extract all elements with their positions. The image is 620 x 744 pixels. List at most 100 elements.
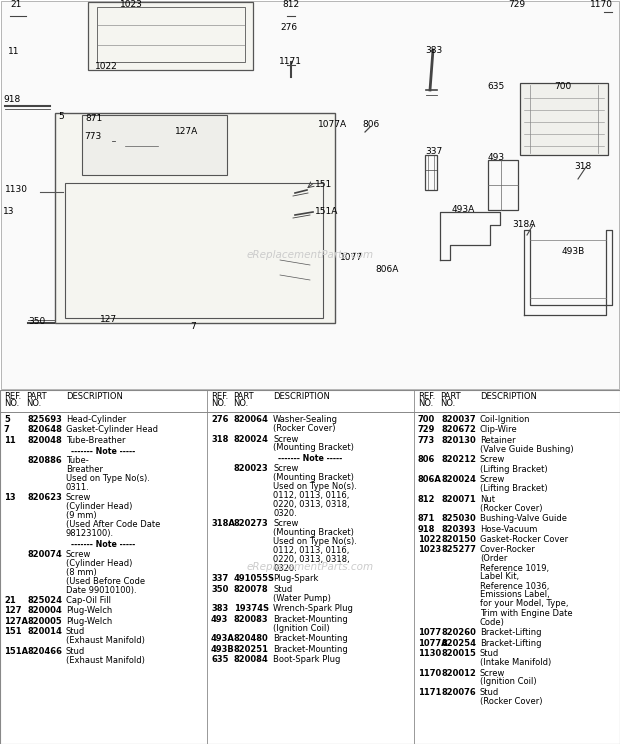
Text: (Order: (Order — [480, 554, 507, 563]
Text: 820005: 820005 — [27, 617, 62, 626]
Text: (Intake Manifold): (Intake Manifold) — [480, 658, 551, 667]
Text: 1022: 1022 — [95, 62, 118, 71]
Text: Bracket-Mounting: Bracket-Mounting — [273, 615, 348, 624]
Text: Screw: Screw — [273, 434, 298, 443]
Text: Screw: Screw — [480, 669, 505, 678]
Text: (Ignition Coil): (Ignition Coil) — [273, 624, 330, 633]
Text: 383: 383 — [425, 46, 442, 55]
Text: 493A: 493A — [211, 635, 235, 644]
Text: NO.: NO. — [26, 399, 42, 408]
Text: 318A: 318A — [211, 519, 235, 528]
Text: 1170: 1170 — [590, 0, 613, 9]
Text: (Mounting Bracket): (Mounting Bracket) — [273, 473, 354, 482]
Text: 820076: 820076 — [441, 688, 476, 697]
Text: 820064: 820064 — [234, 415, 269, 424]
Text: 1077A: 1077A — [318, 120, 347, 129]
Text: ------- Note -----: ------- Note ----- — [278, 454, 342, 463]
Text: (9 mm): (9 mm) — [66, 511, 97, 520]
Text: 337: 337 — [425, 147, 442, 156]
Text: 0220, 0313, 0318,: 0220, 0313, 0318, — [273, 555, 350, 564]
Text: 491055S: 491055S — [234, 574, 275, 583]
Text: (Valve Guide Bushing): (Valve Guide Bushing) — [480, 445, 574, 454]
Text: Breather: Breather — [66, 466, 103, 475]
Text: 1171: 1171 — [418, 688, 441, 697]
Text: NO.: NO. — [418, 399, 433, 408]
Text: 820150: 820150 — [441, 535, 476, 544]
Text: 820130: 820130 — [441, 436, 476, 445]
Text: 820212: 820212 — [441, 455, 476, 464]
Text: (Rocker Cover): (Rocker Cover) — [480, 504, 542, 513]
Text: Stud: Stud — [66, 627, 86, 636]
Text: 5: 5 — [4, 415, 10, 424]
Text: 383: 383 — [211, 604, 228, 613]
Text: 127: 127 — [100, 315, 117, 324]
Bar — [97, 7, 245, 62]
Text: (Water Pump): (Water Pump) — [273, 594, 331, 603]
Text: 773: 773 — [418, 436, 435, 445]
Text: 820024: 820024 — [441, 475, 476, 484]
Text: 98123100).: 98123100). — [66, 530, 114, 539]
Text: 918: 918 — [418, 525, 435, 533]
Text: Gasket-Cylinder Head: Gasket-Cylinder Head — [66, 426, 158, 434]
Text: Bushing-Valve Guide: Bushing-Valve Guide — [480, 514, 567, 523]
Text: 7: 7 — [4, 426, 10, 434]
Text: 1077A: 1077A — [418, 638, 448, 647]
Text: 820015: 820015 — [441, 649, 476, 658]
Text: 151: 151 — [315, 180, 332, 189]
Text: DESCRIPTION: DESCRIPTION — [66, 392, 123, 401]
Text: Trim with Engine Date: Trim with Engine Date — [480, 609, 573, 618]
Text: eReplacementParts.com: eReplacementParts.com — [246, 562, 374, 572]
Text: 493B: 493B — [211, 645, 235, 654]
Text: Head-Cylinder: Head-Cylinder — [66, 415, 126, 424]
Text: for your Model, Type,: for your Model, Type, — [480, 600, 569, 609]
Text: (Mounting Bracket): (Mounting Bracket) — [273, 528, 354, 537]
Text: Clip-Wire: Clip-Wire — [480, 426, 518, 434]
Text: (Cylinder Head): (Cylinder Head) — [66, 559, 133, 568]
Text: 820024: 820024 — [234, 434, 269, 443]
Text: 820672: 820672 — [441, 426, 476, 434]
Text: 0112, 0113, 0116,: 0112, 0113, 0116, — [273, 491, 350, 500]
Text: Reference 1019,: Reference 1019, — [480, 563, 549, 572]
Text: NO.: NO. — [440, 399, 455, 408]
Text: Cover-Rocker: Cover-Rocker — [480, 545, 536, 554]
Text: 820273: 820273 — [234, 519, 268, 528]
Text: 1022: 1022 — [418, 535, 441, 544]
Text: Screw: Screw — [66, 493, 91, 502]
Text: 820648: 820648 — [27, 426, 62, 434]
Text: DESCRIPTION: DESCRIPTION — [480, 392, 537, 401]
Text: 820004: 820004 — [27, 606, 62, 615]
Text: 493A: 493A — [452, 205, 476, 214]
Text: (Exhaust Manifold): (Exhaust Manifold) — [66, 636, 145, 645]
Text: PART: PART — [26, 392, 46, 401]
Text: 350: 350 — [28, 317, 45, 326]
Text: Date 99010100).: Date 99010100). — [66, 586, 136, 594]
Text: 151A: 151A — [315, 207, 339, 216]
Text: PART: PART — [440, 392, 461, 401]
Text: 700: 700 — [554, 82, 571, 91]
Text: (Rocker Cover): (Rocker Cover) — [480, 697, 542, 706]
Text: 1170: 1170 — [418, 669, 441, 678]
Text: 820037: 820037 — [441, 415, 476, 424]
Text: 1023: 1023 — [120, 0, 143, 9]
Bar — [55, 113, 335, 323]
Text: PART: PART — [233, 392, 254, 401]
Text: Stud: Stud — [273, 585, 292, 594]
Text: 918: 918 — [3, 95, 20, 104]
Text: (Ignition Coil): (Ignition Coil) — [480, 678, 537, 687]
Text: 871: 871 — [85, 114, 102, 123]
Text: 820480: 820480 — [234, 635, 268, 644]
Text: 13: 13 — [4, 493, 16, 502]
Text: Washer-Sealing: Washer-Sealing — [273, 415, 338, 424]
Text: 151: 151 — [4, 627, 22, 636]
Text: NO.: NO. — [233, 399, 248, 408]
Bar — [82, 115, 227, 175]
Text: Used on Type No(s).: Used on Type No(s). — [273, 482, 357, 491]
Text: (Used After Code Date: (Used After Code Date — [66, 520, 161, 530]
Text: 1077: 1077 — [418, 628, 441, 637]
Text: Screw: Screw — [66, 550, 91, 559]
Text: 729: 729 — [418, 426, 435, 434]
Text: 820071: 820071 — [441, 495, 476, 504]
Text: 820084: 820084 — [234, 655, 268, 664]
Text: Screw: Screw — [480, 455, 505, 464]
Text: (Rocker Cover): (Rocker Cover) — [273, 424, 335, 433]
